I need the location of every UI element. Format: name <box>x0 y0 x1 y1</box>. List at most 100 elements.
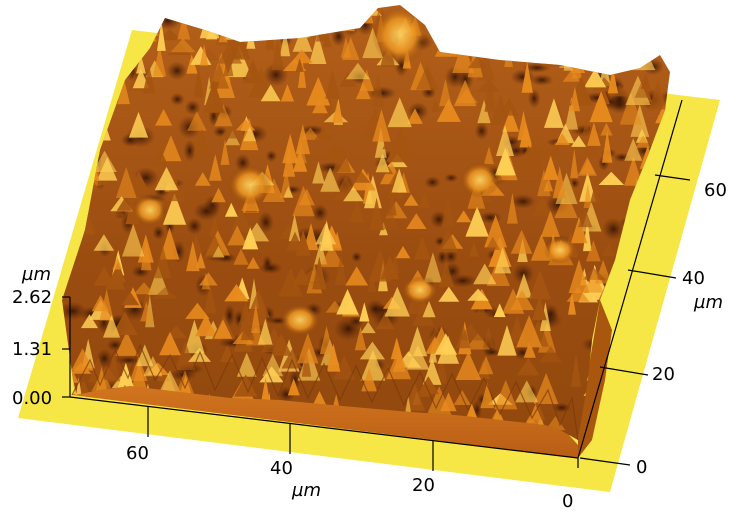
surface-peak <box>434 32 459 57</box>
surface-peak <box>280 84 295 102</box>
surface-peak <box>320 167 341 192</box>
surface-peak <box>510 229 533 254</box>
surface-pit <box>333 316 363 341</box>
surface-peak <box>199 44 209 66</box>
surface-peak <box>485 236 501 250</box>
surface-pit <box>64 22 90 41</box>
surface-peak <box>335 254 347 285</box>
surface-peak <box>133 282 155 295</box>
surface-peak <box>230 207 252 232</box>
surface-peak <box>562 69 581 82</box>
surface-pit <box>257 211 274 234</box>
surface-peak <box>117 77 130 105</box>
front-tick-label-2: 20 <box>412 475 435 496</box>
surface-peak <box>74 59 91 75</box>
surface-peak <box>203 80 225 113</box>
surface-peak <box>636 135 651 148</box>
surface-peak <box>478 14 499 46</box>
surface-peak <box>188 347 211 362</box>
surface-peak <box>584 68 607 88</box>
surface-peak <box>234 20 258 40</box>
surface-peak <box>95 51 106 65</box>
surface-peak <box>159 331 181 356</box>
surface-peak <box>499 97 519 116</box>
surface-pit <box>582 5 596 18</box>
surface-peak <box>140 239 152 271</box>
surface-peak <box>564 97 579 130</box>
surface-peak <box>516 5 529 15</box>
surface-peak <box>543 155 559 180</box>
surface-pit <box>183 139 196 162</box>
surface-peak <box>364 175 382 209</box>
surface-peak <box>531 195 554 217</box>
surface-peak <box>537 169 551 197</box>
surface-peak <box>483 146 494 165</box>
surface-peak <box>246 19 264 37</box>
surface-peak <box>448 8 472 38</box>
surface-peak <box>319 325 334 355</box>
surface-pit <box>351 251 362 263</box>
surface-peak <box>521 61 533 93</box>
surface-peak <box>224 284 249 302</box>
surface-peak <box>372 109 391 142</box>
surface-peak <box>367 275 377 293</box>
surface-pit <box>152 225 165 241</box>
surface-peak <box>170 38 196 53</box>
surface-peak <box>490 94 511 126</box>
surface-pit <box>201 5 220 22</box>
surface-pit <box>170 92 185 106</box>
surface-hill <box>228 165 272 205</box>
surface-peak <box>436 350 448 384</box>
front-tick-label-3: 0 <box>562 491 573 512</box>
surface-peak <box>580 159 596 174</box>
right-tick-label-2: 40 <box>682 268 705 289</box>
surface-peak <box>112 257 123 270</box>
right-tick-label-1: 20 <box>652 364 675 385</box>
surface-peak <box>481 29 495 44</box>
surface-peak <box>465 206 489 237</box>
surface-pit <box>424 176 441 189</box>
surface-peak <box>573 5 585 24</box>
surface-peak <box>441 194 455 228</box>
surface-pit <box>654 404 670 414</box>
surface-peak <box>590 182 601 204</box>
surface-peak <box>595 6 608 20</box>
surface-pit <box>62 44 81 63</box>
surface-peak <box>306 76 331 106</box>
surface-peak <box>295 124 311 155</box>
surface-pit <box>511 262 535 285</box>
surface-peak <box>519 5 538 17</box>
surface-peak <box>159 227 180 260</box>
surface-peak <box>515 273 532 298</box>
surface-peak <box>71 348 94 371</box>
surface-peak <box>371 74 385 107</box>
surface-hill <box>402 276 438 304</box>
surface-peak <box>160 135 182 162</box>
surface-pit <box>530 74 554 86</box>
surface-peak <box>477 79 501 92</box>
surface-peak <box>262 178 285 202</box>
surface-peak <box>417 376 439 394</box>
surface-peak <box>422 5 448 23</box>
surface-peak <box>582 119 591 135</box>
surface-peak <box>309 32 327 64</box>
surface-pit <box>465 27 479 43</box>
surface-peak <box>413 236 431 260</box>
surface-peak <box>278 268 303 297</box>
surface-pit <box>485 12 504 28</box>
surface-peak <box>92 150 117 172</box>
surface-peak <box>386 131 413 163</box>
z-axis-unit: µm <box>21 264 51 285</box>
surface-peak <box>495 147 516 176</box>
surface-peak <box>333 355 356 380</box>
surface-peak <box>132 68 150 89</box>
surface-peak <box>195 252 206 269</box>
surface-peak <box>339 5 355 32</box>
surface-peak <box>243 126 257 142</box>
surface-peak <box>332 231 343 251</box>
surface-peak <box>312 161 325 184</box>
surface-peak <box>224 202 238 217</box>
surface-peak <box>494 247 512 274</box>
front-tick-label-0: 60 <box>126 443 149 464</box>
